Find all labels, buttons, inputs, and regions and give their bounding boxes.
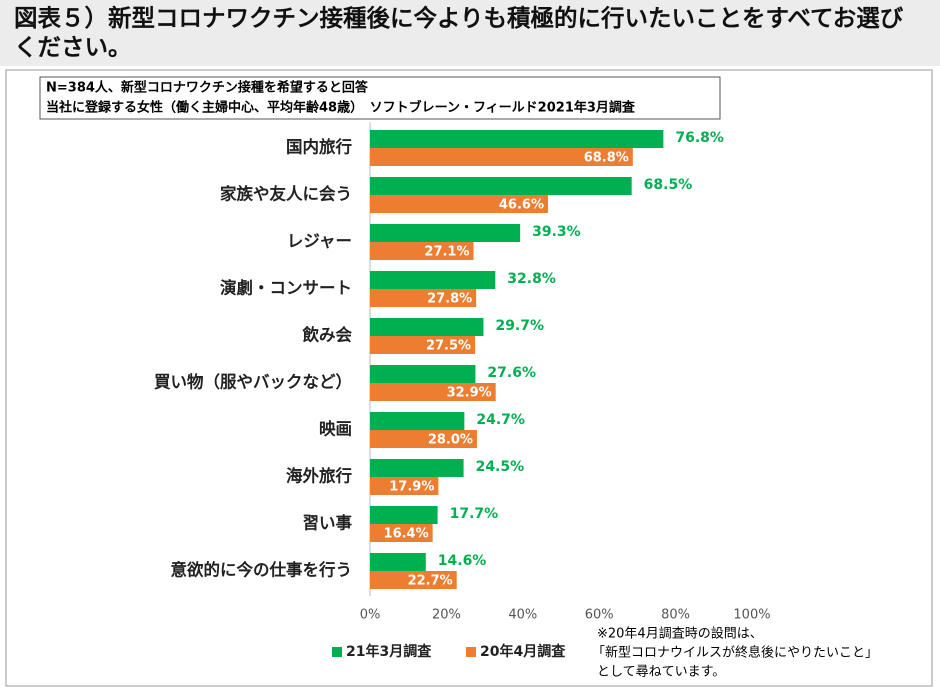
footnote: ※20年4月調査時の設問は、 <box>597 626 763 642</box>
bar <box>370 130 664 148</box>
bar <box>370 289 477 307</box>
category-label: 国内旅行 <box>286 137 353 157</box>
value-label: 32.8% <box>507 271 556 287</box>
value-label: 27.6% <box>487 365 536 381</box>
value-label: 24.7% <box>476 412 525 428</box>
bar <box>370 336 476 354</box>
x-tick-label: 60% <box>585 608 614 623</box>
category-label: 習い事 <box>303 514 353 533</box>
category-label: 映画 <box>319 419 352 439</box>
bar <box>370 148 633 166</box>
value-label: 24.5% <box>476 459 525 475</box>
bar <box>370 477 439 495</box>
note: N=384人、新型コロナワクチン接種を希望すると回答 <box>46 80 369 96</box>
bar <box>370 383 496 401</box>
category-label: 家族や友人に会う <box>220 184 352 204</box>
value-label: 17.9% <box>389 480 434 495</box>
bar <box>370 195 549 213</box>
x-tick-label: 0% <box>360 608 381 623</box>
chart-frame <box>5 69 933 687</box>
value-label: 29.7% <box>495 318 544 334</box>
bar <box>370 242 474 260</box>
category-label: レジャー <box>287 232 352 251</box>
value-label: 27.1% <box>424 245 469 260</box>
value-label: 22.7% <box>408 574 453 589</box>
bar <box>370 524 433 542</box>
bar <box>370 571 457 589</box>
value-label: 46.6% <box>499 198 544 213</box>
value-label: 32.9% <box>447 386 492 401</box>
bar <box>370 412 465 430</box>
chart-title: 図表５）新型コロナワクチン接種後に今よりも積極的に行いたいことをすべてお選びくだ… <box>0 0 940 66</box>
bar <box>370 365 476 383</box>
x-tick-label: 100% <box>733 608 770 623</box>
footnote: 「新型コロナウイルスが終息後にやりたいこと」 <box>592 645 878 661</box>
legend-label: 20年4月調査 <box>480 643 566 660</box>
value-label: 27.8% <box>427 292 472 307</box>
bar <box>370 177 632 195</box>
value-label: 76.8% <box>675 130 724 146</box>
x-tick-label: 80% <box>661 608 690 623</box>
legend-label: 21年3月調査 <box>346 643 432 660</box>
bar <box>370 430 477 448</box>
value-label: 28.0% <box>428 433 473 448</box>
bar <box>370 553 426 571</box>
bar <box>370 271 496 289</box>
category-label: 演劇・コンサート <box>220 278 352 298</box>
bar <box>370 224 521 242</box>
value-label: 27.5% <box>426 339 471 354</box>
value-label: 68.8% <box>584 151 629 166</box>
value-label: 68.5% <box>644 177 693 193</box>
category-label: 飲み会 <box>302 325 353 345</box>
note: 当社に登録する女性（働く主婦中心、平均年齢48歳） ソフトブレーン・フィールド2… <box>46 100 636 116</box>
note-box <box>39 76 721 120</box>
legend-swatch <box>332 647 342 657</box>
value-label: 16.4% <box>384 527 429 542</box>
legend-swatch <box>466 647 476 657</box>
value-label: 17.7% <box>450 506 499 522</box>
value-label: 39.3% <box>532 224 581 240</box>
bar <box>370 459 464 477</box>
bar <box>370 318 484 336</box>
footnote: として尋ねています。 <box>597 665 725 680</box>
category-label: 海外旅行 <box>286 466 353 486</box>
value-label: 14.6% <box>438 553 487 569</box>
bar <box>370 506 438 524</box>
x-tick-label: 20% <box>432 608 461 623</box>
category-label: 意欲的に今の仕事を行う <box>171 560 353 580</box>
x-tick-label: 40% <box>508 608 537 623</box>
category-label: 買い物（服やバックなど） <box>154 372 352 392</box>
